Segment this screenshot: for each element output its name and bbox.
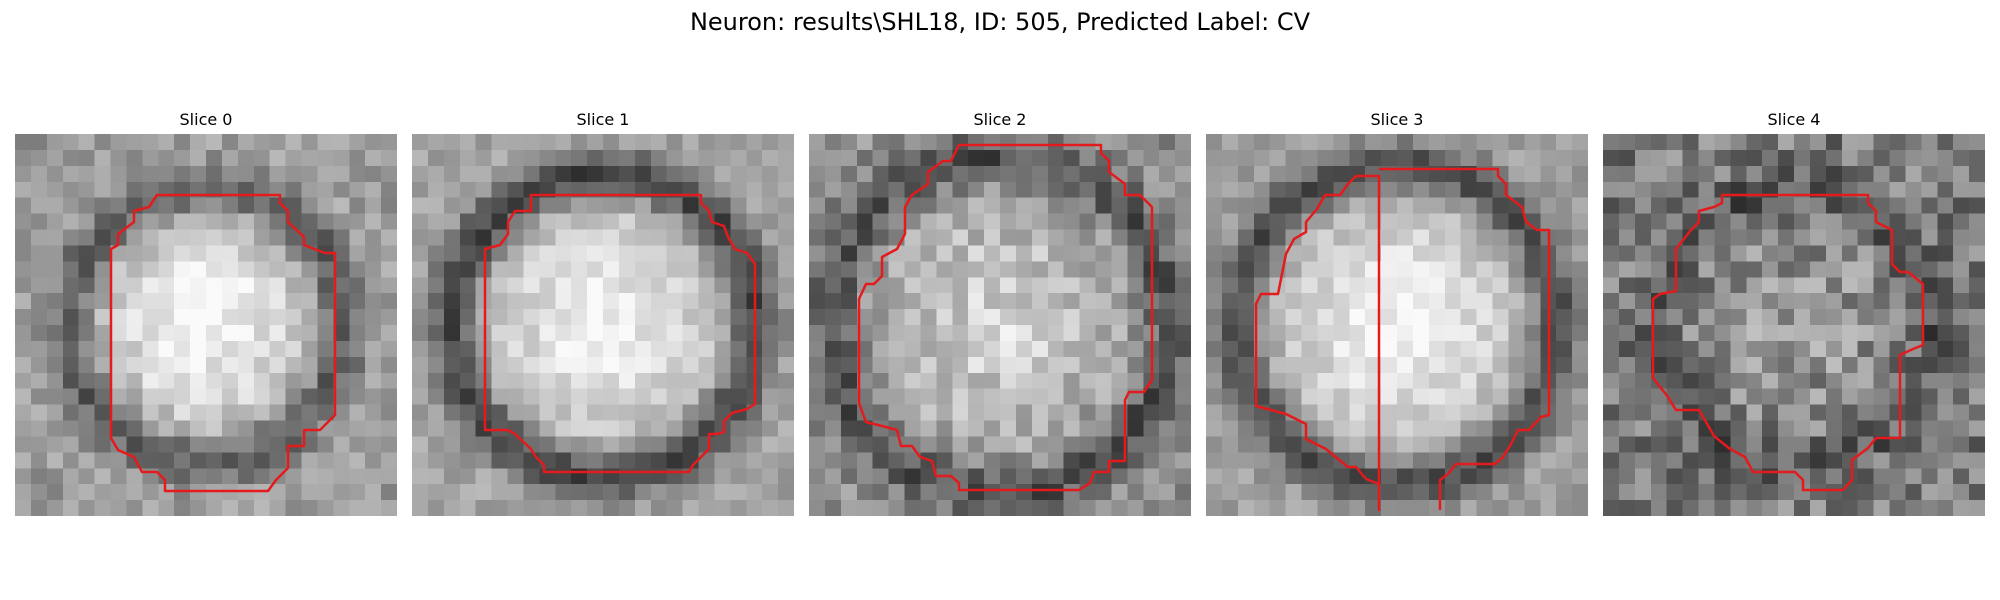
slice-image-frame (1603, 134, 1985, 516)
segmentation-contour (1254, 167, 1551, 512)
slice-panel-2: Slice 2 (809, 108, 1191, 518)
figure-title: Neuron: results\SHL18, ID: 505, Predicte… (689, 8, 1311, 36)
slice-panel-3: Slice 3 (1206, 108, 1588, 518)
slice-image-frame (1206, 134, 1588, 516)
segmentation-contour (857, 143, 1154, 492)
micrograph-image (809, 134, 1191, 516)
micrograph-image (412, 134, 794, 516)
micrograph-image (1603, 134, 1985, 516)
slice-title: Slice 0 (179, 110, 233, 129)
slice-title: Slice 1 (576, 110, 630, 129)
slice-panel-1: Slice 1 (412, 108, 794, 518)
segmentation-contour (1651, 193, 1925, 492)
micrograph-image (15, 134, 397, 516)
slice-image-frame (15, 134, 397, 516)
slice-title: Slice 2 (973, 110, 1027, 129)
slice-image-frame (412, 134, 794, 516)
segmentation-contour (109, 193, 337, 493)
segmentation-contour (483, 193, 757, 474)
slice-title: Slice 4 (1767, 110, 1821, 129)
slice-panel-4: Slice 4 (1603, 108, 1985, 518)
slice-image-frame (809, 134, 1191, 516)
micrograph-image (1206, 134, 1588, 516)
slice-panel-0: Slice 0 (15, 108, 397, 518)
slice-title: Slice 3 (1370, 110, 1424, 129)
